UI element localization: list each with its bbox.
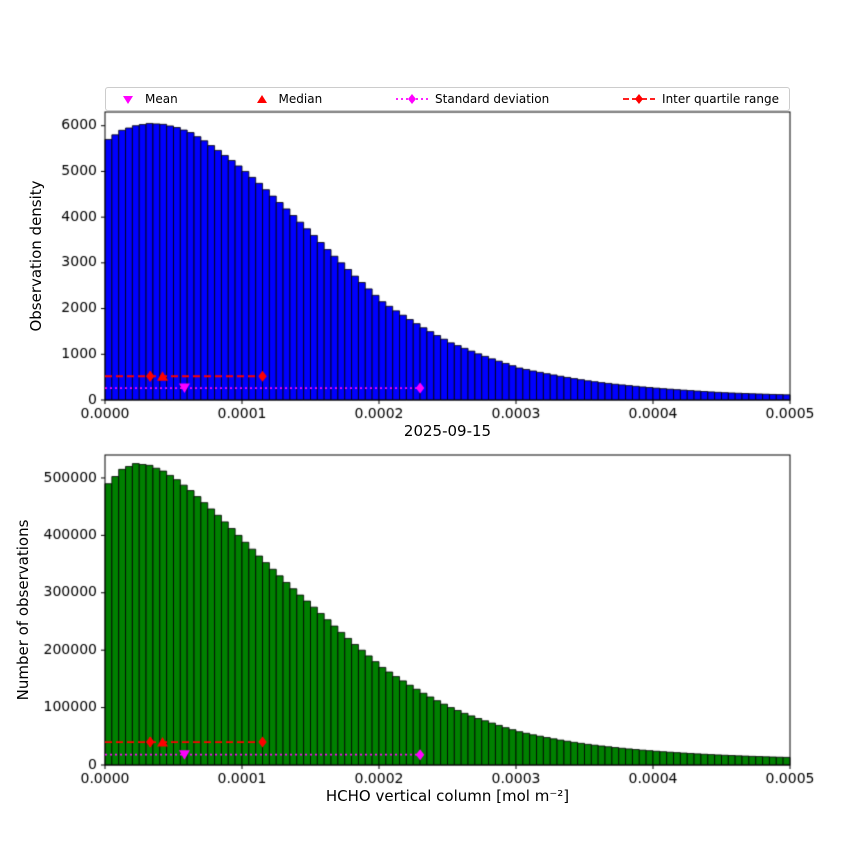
density-histogram-canvas <box>0 0 850 440</box>
legend-item-std: Standard deviation <box>394 92 549 106</box>
legend-item-iqr: Inter quartile range <box>621 92 779 106</box>
legend-label-std: Standard deviation <box>435 92 550 106</box>
legend-label-iqr: Inter quartile range <box>662 92 779 106</box>
xlabel-hcho-column: HCHO vertical column [mol m⁻²] <box>325 787 570 805</box>
ylabel-observation-density: Observation density <box>27 180 45 332</box>
observations-histogram-canvas <box>0 440 850 850</box>
date-title: 2025-09-15 <box>403 422 492 440</box>
legend-label-mean: Mean <box>145 92 178 106</box>
iqr-diamond-dashed-icon <box>623 94 656 104</box>
legend-label-median: Median <box>278 92 323 106</box>
ylabel-number-of-observations: Number of observations <box>14 519 32 701</box>
legend: Mean Median Standard deviation Inter qua… <box>105 87 790 111</box>
median-triangle-up-icon <box>256 95 267 103</box>
legend-item-median: Median <box>250 92 323 106</box>
std-deviation-diamond-dotted-icon <box>396 94 429 104</box>
mean-triangle-down-icon <box>123 96 133 104</box>
legend-item-mean: Mean <box>116 92 178 106</box>
